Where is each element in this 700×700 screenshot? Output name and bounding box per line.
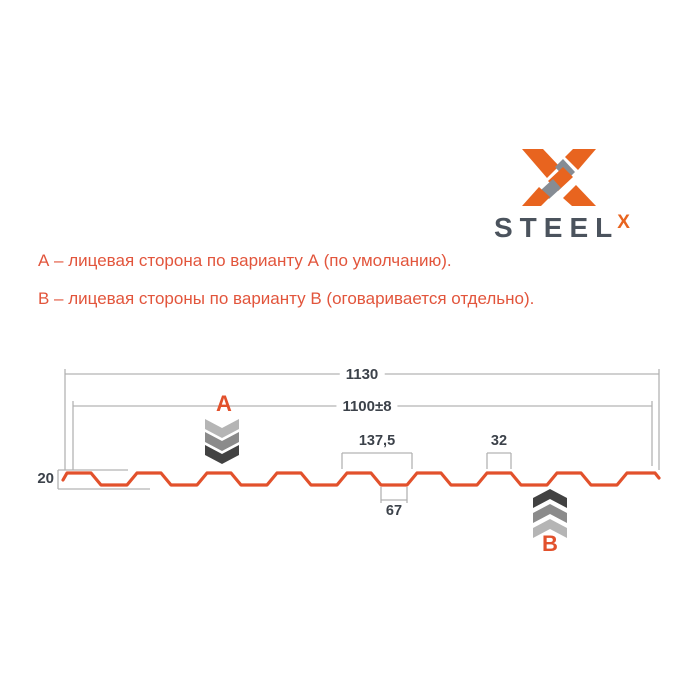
chevron-icon <box>205 432 239 451</box>
chevron-icon <box>533 489 567 508</box>
steelx-logo-icon <box>522 149 596 206</box>
logo-arm-top-right <box>565 149 596 170</box>
variant-a-chevrons <box>205 419 239 464</box>
chevron-icon <box>205 445 239 464</box>
chevron-icon <box>533 519 567 538</box>
legend-variant-b: В – лицевая стороны по варианту В (огова… <box>38 289 535 308</box>
dim-label-height: 20 <box>37 470 54 487</box>
logo-wordmark: STEELX <box>494 212 630 244</box>
marker-label-a: А <box>216 391 232 416</box>
logo-wordmark-text: STEEL <box>494 212 620 243</box>
logo-arm-bottom-left <box>522 187 550 206</box>
dim-label-pitch: 137,5 <box>355 433 399 450</box>
sheet-profile-outline <box>61 471 661 487</box>
marker-label-b: В <box>542 531 558 556</box>
variant-b-chevrons <box>533 489 567 538</box>
dim-label-valley: 67 <box>382 503 406 520</box>
dim-label-total-width: 1130 <box>339 366 385 383</box>
logo-arm-bottom-right <box>563 185 596 206</box>
logo-arm-top-left <box>522 149 559 178</box>
dim-label-crest: 32 <box>487 433 511 450</box>
logo-superscript-x: X <box>617 212 630 233</box>
dim-label-cover-width: 1100±8 <box>336 398 398 415</box>
chevron-icon <box>533 504 567 523</box>
chevron-icon <box>205 419 239 438</box>
steelx-logo: STEELX <box>494 149 660 245</box>
legend-variant-a: А – лицевая сторона по варианту А (по ум… <box>38 251 452 270</box>
